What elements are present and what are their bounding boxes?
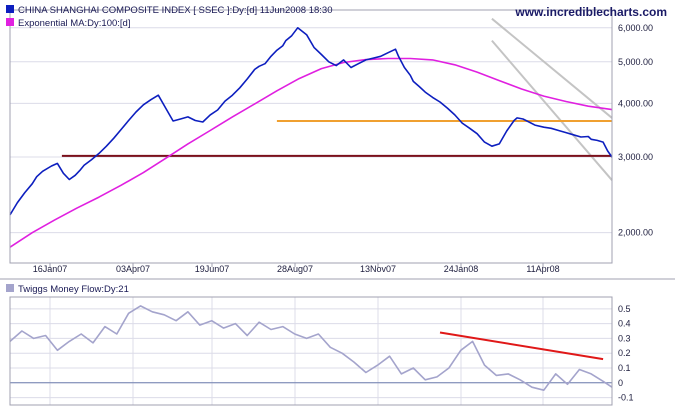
twiggs-y-tick-label: -0.1	[618, 393, 634, 403]
ema-legend-swatch	[6, 18, 14, 26]
price-panel-frame	[9, 9, 613, 264]
price-y-tick-label: 2,000.00	[618, 228, 653, 238]
price-y-tick-label: 4,000.00	[618, 98, 653, 108]
price-series-line	[9, 26, 613, 216]
price-legend-label: CHINA SHANGHAI COMPOSITE INDEX [ SSEC ]:…	[18, 5, 333, 16]
price-y-axis: 2,000.00 3,000.00 4,000.00 5,000.00 6,000.00	[618, 23, 653, 238]
price-x-axis: 16Jan07 03Apr07 19Jun07 28Aug07 13Nov07 24Jan…	[33, 263, 560, 274]
price-x-tick-label: 19Jun07	[195, 264, 230, 274]
twiggs-legend-swatch	[6, 284, 14, 292]
price-legend-swatch	[6, 5, 14, 13]
price-x-tick-label: 16Jan07	[33, 264, 68, 274]
ema-series-line	[9, 57, 613, 248]
price-x-tick-label: 24Jan08	[444, 264, 479, 274]
price-grid	[10, 27, 612, 234]
price-y-tick-label: 6,000.00	[618, 23, 653, 33]
site-watermark: www.incrediblecharts.com	[514, 5, 667, 19]
price-x-tick-label: 11Apr08	[526, 264, 559, 274]
price-x-tick-label: 13Nov07	[360, 264, 396, 274]
twiggs-legend-label: Twiggs Money Flow:Dy:21	[18, 284, 129, 295]
price-y-tick-label: 5,000.00	[618, 57, 653, 67]
twiggs-y-tick-label: 0.5	[618, 304, 631, 314]
channel-line	[491, 39, 613, 181]
twiggs-y-tick-label: 0.3	[618, 333, 631, 343]
twiggs-series-line	[9, 305, 613, 392]
twiggs-panel-frame	[9, 296, 613, 406]
twiggs-y-tick-label: 0	[618, 378, 623, 388]
channel-line	[491, 17, 613, 119]
twiggs-y-tick-label: 0.4	[618, 319, 631, 329]
twiggs-y-tick-label: 0.1	[618, 363, 631, 373]
price-x-tick-label: 28Aug07	[277, 264, 313, 274]
twiggs-y-tick-label: 0.2	[618, 348, 631, 358]
twiggs-legend: Twiggs Money Flow:Dy:21	[6, 284, 129, 295]
price-legend: CHINA SHANGHAI COMPOSITE INDEX [ SSEC ]:…	[6, 5, 333, 29]
twiggs-panel: -0.1 0 0.1 0.2 0.3 0.4 0.5	[9, 296, 634, 406]
twiggs-trendline	[439, 331, 604, 361]
ema-legend-label: Exponential MA:Dy:100:[d]	[18, 18, 130, 29]
price-panel: 2,000.00 3,000.00 4,000.00 5,000.00 6,000.00…	[0, 9, 675, 280]
price-x-tick-label: 03Apr07	[116, 264, 150, 274]
price-y-tick-label: 3,000.00	[618, 152, 653, 162]
twiggs-plot-area	[9, 305, 613, 392]
price-plot-area	[9, 17, 613, 248]
twiggs-y-axis: -0.1 0 0.1 0.2 0.3 0.4 0.5	[618, 304, 634, 403]
